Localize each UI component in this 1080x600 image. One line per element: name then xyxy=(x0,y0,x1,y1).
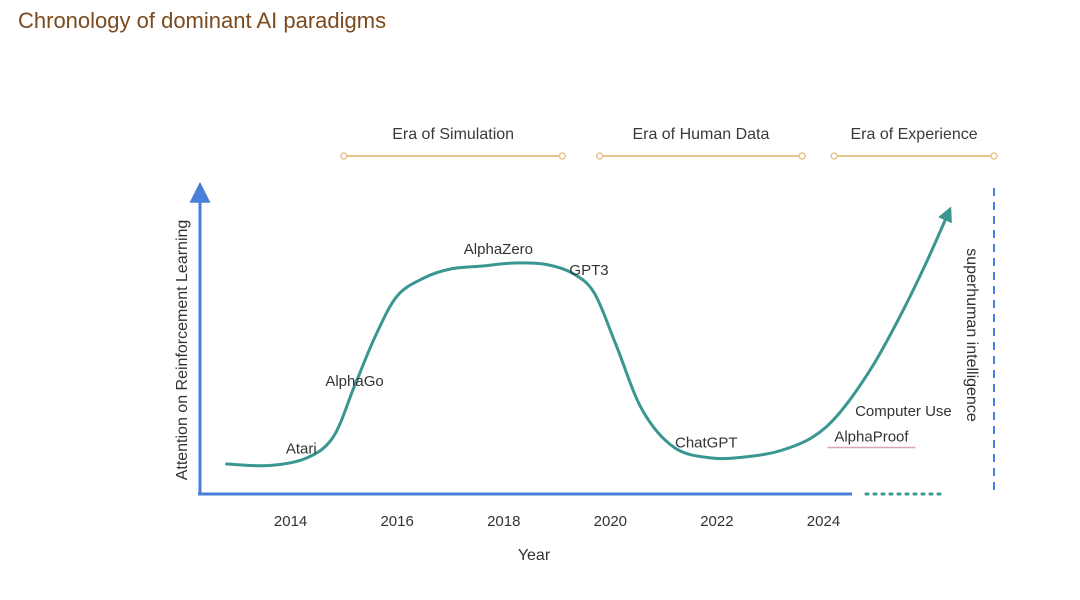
superhuman-intelligence-label: superhuman intelligence xyxy=(963,248,980,422)
curve-layer xyxy=(225,206,952,468)
annotation-gpt3: GPT3 xyxy=(569,262,608,279)
attention-curve xyxy=(225,206,952,468)
era-of-simulation-label: Era of Simulation xyxy=(392,126,514,143)
era-of-simulation-end-dot xyxy=(558,152,567,160)
annotation-atari: Atari xyxy=(286,441,317,458)
era-of-experience-label: Era of Experience xyxy=(850,126,977,143)
annotation-alphago: AlphaGo xyxy=(325,373,383,390)
page-title: Chronology of dominant AI paradigms xyxy=(18,8,387,33)
annotations-layer: Atari AlphaGo AlphaZero GPT3 ChatGPT AlphaPro… xyxy=(286,241,952,458)
era-of-human-data-start-dot xyxy=(595,152,604,160)
annotation-alphaproof: AlphaProof xyxy=(834,429,909,446)
era-of-simulation-start-dot xyxy=(340,152,348,160)
era-of-human-data-end-dot xyxy=(798,152,806,160)
era-of-human-data-label: Era of Human Data xyxy=(632,126,769,143)
x-tick-2018: 2018 xyxy=(487,513,520,530)
x-tick-2020: 2020 xyxy=(594,513,627,530)
annotation-chatgpt: ChatGPT xyxy=(675,435,738,452)
y-axis-title: Attention on Reinforcement Learning xyxy=(174,220,191,481)
x-tick-2024: 2024 xyxy=(807,513,840,530)
x-axis-title: Year xyxy=(518,547,551,564)
annotation-alphazero: AlphaZero xyxy=(464,241,533,258)
axes-layer xyxy=(189,181,996,496)
x-tick-2022: 2022 xyxy=(700,513,733,530)
ticks-layer: 2014 2016 2018 2020 2022 2024 xyxy=(274,513,840,530)
x-tick-2016: 2016 xyxy=(380,513,413,530)
annotation-computer-use: Computer Use xyxy=(855,403,952,420)
eras-layer: Era of Simulation Era of Human Data Era of… xyxy=(340,126,998,160)
era-of-experience-start-dot xyxy=(830,152,838,160)
era-of-experience-end-dot xyxy=(990,152,998,160)
x-tick-2014: 2014 xyxy=(274,513,307,530)
